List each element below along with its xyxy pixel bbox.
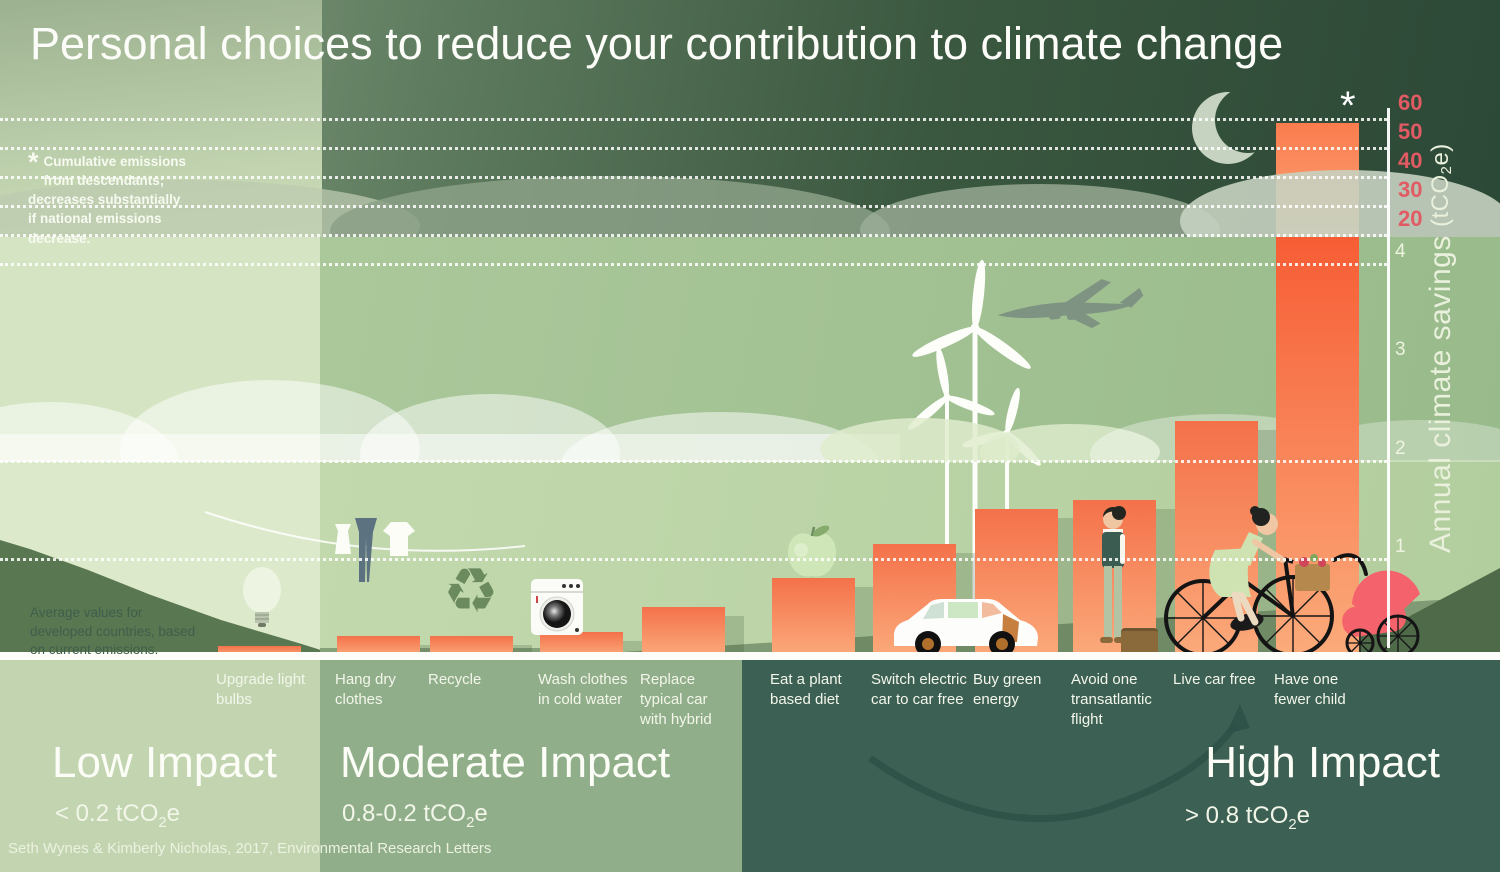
- gridline-upper: [0, 234, 1387, 237]
- gridline-upper: [0, 176, 1387, 179]
- gridline-upper: [0, 147, 1387, 150]
- lower-tick-label: 3: [1395, 339, 1406, 360]
- recycle-icon: ♻: [443, 554, 499, 627]
- bar-shadow: [513, 645, 532, 656]
- gridline-lower: [0, 263, 1387, 266]
- footnote-text: Cumulative emissions from descendants; d…: [28, 154, 187, 246]
- bar-label: Avoid one transatlantic flight: [1071, 671, 1152, 729]
- light-bulb-icon: [242, 566, 284, 632]
- upper-tick-label: 20: [1398, 206, 1423, 231]
- band-high-impact: [742, 660, 1500, 872]
- footnote: * Cumulative emissions from descendants; …: [28, 147, 248, 248]
- clothesline-icon: [204, 498, 526, 608]
- bar-label: Eat a plant based diet: [770, 671, 842, 709]
- bar: [337, 636, 420, 656]
- y-axis-line: [1387, 108, 1390, 648]
- upper-tick-label: 50: [1398, 119, 1423, 144]
- crescent-moon-icon: [1190, 86, 1270, 170]
- bar-shadow: [725, 616, 744, 656]
- footnote-asterisk: *: [28, 147, 39, 177]
- page-title: Personal choices to reduce your contribu…: [30, 18, 1284, 69]
- bar-label: Recycle: [428, 671, 482, 688]
- gridline-upper: [0, 118, 1387, 121]
- lower-tick-label: 2: [1395, 438, 1406, 459]
- low-impact-heading: Low Impact: [52, 738, 277, 787]
- high-impact-range: > 0.8 tCO2e: [1185, 802, 1311, 833]
- airplane-icon: [990, 269, 1150, 344]
- bar: [430, 636, 513, 656]
- band-moderate-impact: [320, 660, 742, 872]
- bar-label: Switch electric car to car free: [871, 671, 967, 709]
- axis-label-text: Annual climate savings: [1424, 226, 1457, 554]
- low-impact-range: < 0.2 tCO2e: [55, 800, 181, 831]
- bar-label: Hang dry clothes: [335, 671, 396, 709]
- gridline-lower: [0, 460, 1387, 463]
- gridline-lower: [0, 558, 1387, 561]
- source-citation: Seth Wynes & Kimberly Nicholas, 2017, En…: [8, 840, 492, 857]
- bar-label: Replace typical car with hybrid: [640, 671, 712, 729]
- bar-label: Buy green energy: [973, 671, 1042, 709]
- washing-machine-icon: [531, 579, 583, 637]
- apple-icon: [784, 523, 840, 581]
- baseline: [0, 652, 1500, 660]
- car-icon: [890, 590, 1044, 658]
- upper-tick-label: 30: [1398, 177, 1423, 202]
- lower-tick-label: 4: [1395, 241, 1406, 262]
- bar-shadow: [420, 645, 439, 656]
- moderate-impact-range: 0.8-0.2 tCO2e: [342, 800, 488, 831]
- moderate-impact-heading: Moderate Impact: [340, 738, 671, 787]
- bar-shadow: [1058, 518, 1077, 656]
- bar-label: Have one fewer child: [1274, 671, 1346, 709]
- bar-shadow: [1156, 509, 1175, 656]
- high-impact-heading: High Impact: [1205, 738, 1440, 787]
- lower-tick-label: 1: [1395, 536, 1406, 557]
- bar-shadow: [855, 587, 874, 656]
- bar-label: Wash clothes in cold water: [538, 671, 628, 709]
- upper-tick-label: 60: [1398, 90, 1423, 115]
- upper-tick-label: 40: [1398, 148, 1423, 173]
- bar-label: Upgrade light bulbs: [216, 671, 306, 709]
- bar-label: Live car free: [1173, 671, 1256, 688]
- standing-person-icon: [1090, 504, 1136, 658]
- gridline-upper: [0, 205, 1387, 208]
- bar: [772, 578, 855, 656]
- y-axis-title: Annual climate savings (tCO2e): [1424, 142, 1457, 554]
- band-low-impact: [0, 660, 320, 872]
- bar: [218, 646, 301, 656]
- bar: [642, 607, 725, 656]
- asterisk-marker: *: [1340, 84, 1356, 128]
- average-values-note: Average values for developed countries, …: [30, 605, 196, 658]
